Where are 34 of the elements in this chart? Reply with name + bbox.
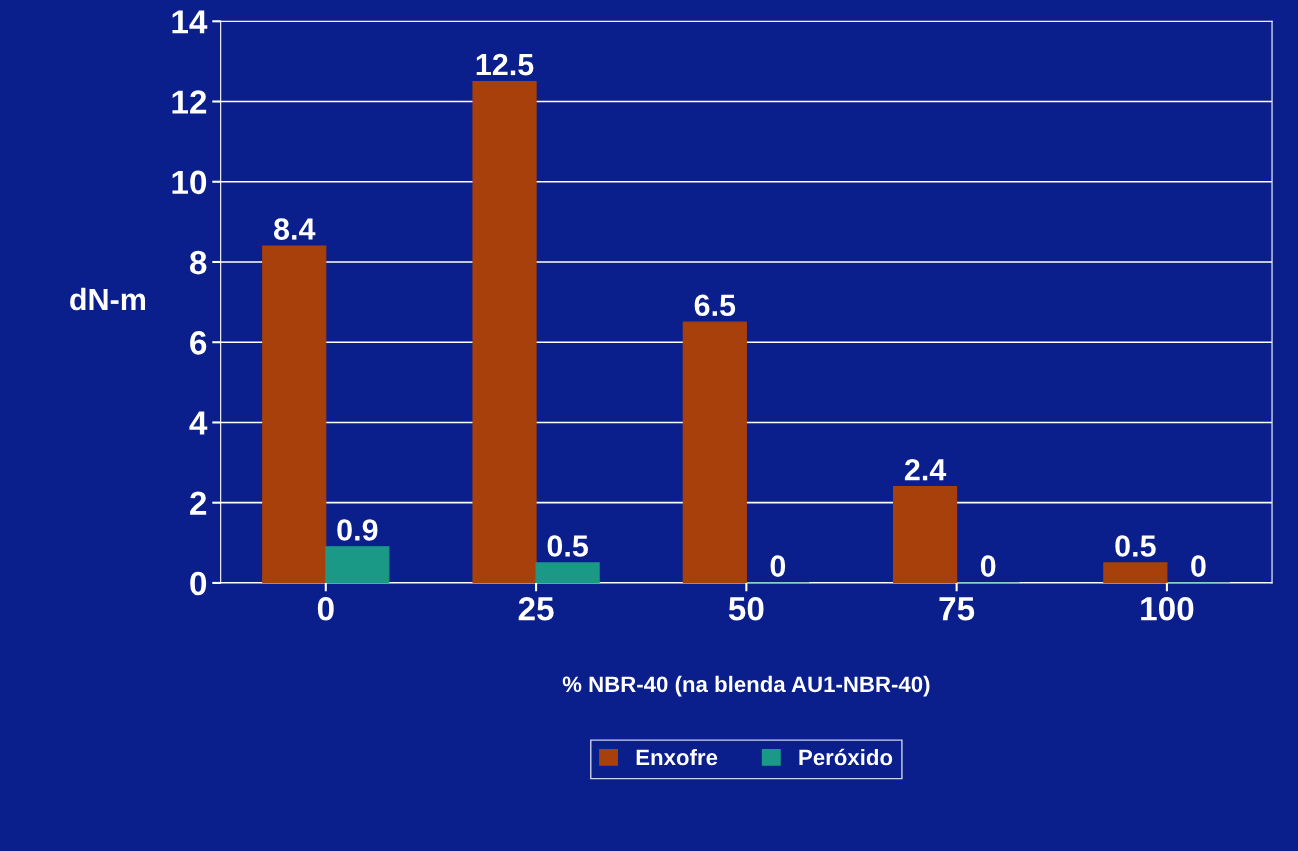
data-label: 0: [980, 555, 996, 577]
data-label: 8.4: [273, 218, 316, 240]
data-label: 0.5: [547, 535, 588, 557]
bar: [472, 80, 537, 583]
data-label: 0: [1191, 555, 1206, 577]
y-tick-label: 14: [172, 10, 208, 34]
bar: [1103, 562, 1168, 583]
legend-label: Peróxido: [799, 748, 893, 766]
y-tick-label: 10: [172, 170, 207, 195]
data-label: 6.5: [694, 294, 736, 317]
data-label: 0: [770, 555, 786, 577]
y-tick-label: 2: [190, 491, 207, 515]
y-tick-label: 0: [190, 571, 207, 596]
x-tick-label: 100: [1141, 597, 1194, 621]
bar: [262, 245, 327, 583]
x-tick-label: 25: [518, 597, 554, 621]
x-tick-label: 50: [728, 597, 764, 621]
data-label: 0.5: [1115, 535, 1156, 557]
bar: [682, 321, 747, 583]
data-label: 12.5: [476, 53, 534, 76]
y-tick-label: 12: [172, 90, 207, 114]
data-label: 0.9: [337, 519, 378, 541]
y-tick-label: 8: [189, 250, 207, 275]
x-tick-label: 75: [939, 597, 975, 621]
bar: [325, 546, 390, 583]
data-label: 2.4: [904, 458, 947, 481]
y-axis-title: dN-m: [70, 287, 146, 311]
y-tick-label: 6: [190, 331, 207, 355]
y-tick-label: 4: [189, 411, 208, 435]
bar: [535, 562, 600, 583]
legend-label: Enxofre: [636, 748, 718, 766]
bar: [892, 486, 958, 583]
x-tick-label: 0: [317, 597, 334, 621]
x-axis-title: % NBR-40 (na blenda AU1-NBR-40): [562, 675, 930, 697]
